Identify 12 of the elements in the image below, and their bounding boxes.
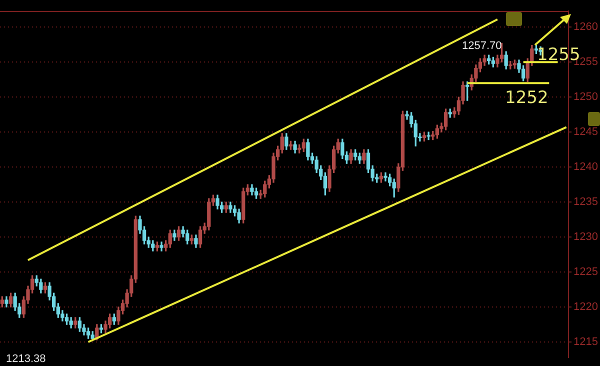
y-tick-label: 1245: [574, 126, 598, 138]
annotation: 1213.38: [6, 353, 46, 365]
candlestick: [426, 132, 430, 140]
y-tick-label: 1240: [574, 161, 598, 174]
annotation: 1252: [505, 88, 548, 108]
y-tick-label: 1220: [574, 301, 598, 314]
y-tick-label: 1215: [574, 336, 598, 348]
y-tick-label: 1225: [574, 266, 598, 278]
y-tick-label: 1235: [574, 196, 598, 208]
y-tick-label: 1250: [574, 91, 598, 104]
y-tick-label: 1230: [574, 231, 598, 244]
y-tick-label: 1260: [574, 21, 598, 34]
